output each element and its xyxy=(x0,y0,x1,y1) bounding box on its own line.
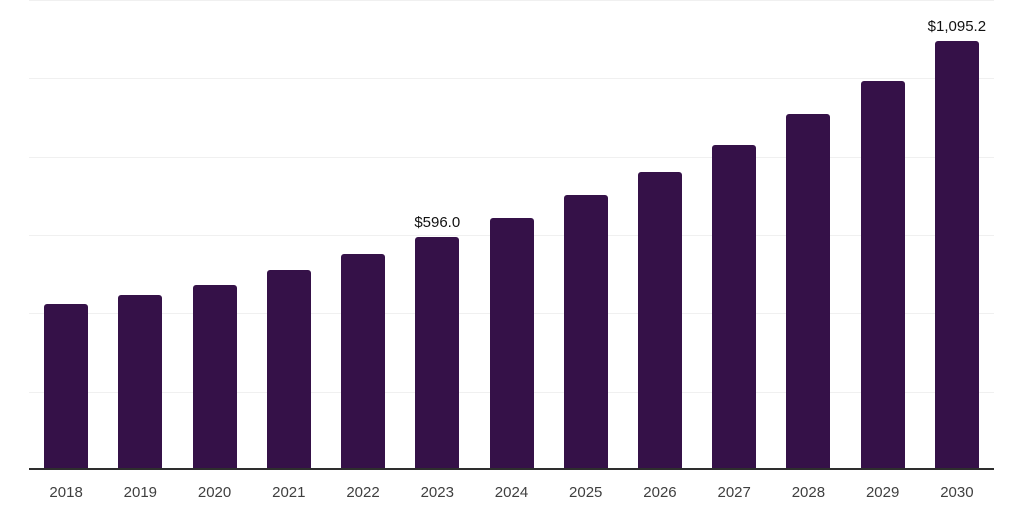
x-axis-label-2029: 2029 xyxy=(865,484,900,501)
x-axis-label-2028: 2028 xyxy=(791,484,826,501)
bar-2024 xyxy=(489,217,534,470)
bar-2019 xyxy=(118,294,163,470)
bar-2018 xyxy=(44,304,89,470)
data-label-2023: $596.0 xyxy=(414,213,461,231)
bar-2020 xyxy=(192,284,237,470)
x-axis-label-2021: 2021 xyxy=(272,484,306,501)
x-axis-label-2018: 2018 xyxy=(49,484,83,501)
bar-2027 xyxy=(712,144,757,470)
gridline-800 xyxy=(29,156,994,158)
x-axis-label-2023: 2023 xyxy=(420,484,454,501)
x-axis-label-2026: 2026 xyxy=(643,484,677,501)
x-axis-label-2019: 2019 xyxy=(123,484,158,501)
x-axis-label-2025: 2025 xyxy=(569,484,603,501)
bar-2030 xyxy=(934,41,979,470)
x-axis-label-2030: 2030 xyxy=(940,484,974,501)
x-axis-labels: 2018 2019 2020 2021 2022 2023 2024 2025 2026 2027… xyxy=(29,484,994,504)
x-axis-label-2027: 2027 xyxy=(717,484,751,501)
bar-2028 xyxy=(786,114,831,470)
bar-2023 xyxy=(415,236,460,470)
x-axis-label-2020: 2020 xyxy=(197,484,232,501)
plot-area: $596.0 $1,095.2 xyxy=(29,0,994,470)
x-axis-label-2022: 2022 xyxy=(346,484,380,501)
bar-2026 xyxy=(637,171,682,470)
x-axis-line xyxy=(29,468,994,470)
gridline-1200 xyxy=(29,0,994,1)
gridline-1000 xyxy=(29,78,994,80)
bar-2021 xyxy=(266,269,311,470)
data-label-2030: $1,095.2 xyxy=(927,18,987,36)
x-axis-label-2024: 2024 xyxy=(494,484,529,501)
bar-2022 xyxy=(341,254,386,470)
bar-2029 xyxy=(860,81,905,470)
bar-2025 xyxy=(563,195,608,470)
